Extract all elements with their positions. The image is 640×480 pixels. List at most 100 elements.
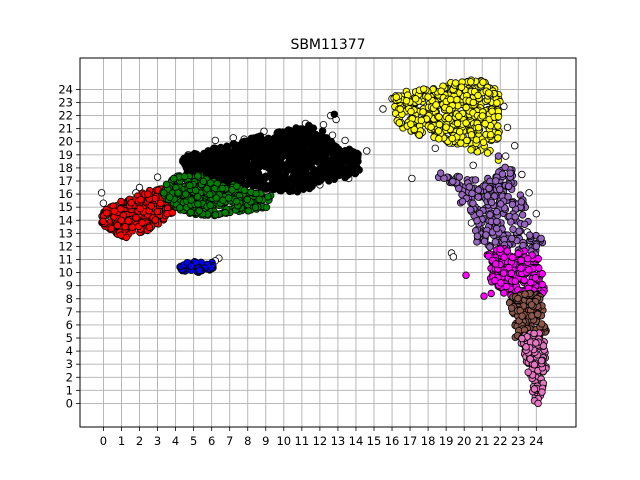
scatter-point-cluster-1 (318, 147, 326, 156)
scatter-point-cluster-7 (496, 245, 504, 253)
scatter-point-cluster-7 (487, 289, 495, 298)
x-tick-label: 10 (276, 434, 291, 448)
scatter-point-cluster-6 (437, 169, 445, 177)
x-tick-label: 5 (190, 434, 197, 448)
scatter-point-cluster-6 (458, 197, 467, 206)
scatter-point-cluster-3 (160, 189, 168, 197)
scatter-point-cluster-1 (302, 135, 310, 144)
scatter-point-cluster-3 (211, 211, 220, 219)
y-tick-label: 2 (66, 370, 73, 384)
scatter-point-cluster-1 (318, 131, 326, 140)
y-tick-label: 3 (66, 357, 73, 371)
scatter-point-cluster-6 (532, 242, 540, 250)
scatter-point-cluster-6 (493, 217, 501, 226)
scatter-point-cluster-1 (274, 131, 283, 140)
scatter-point-cluster-6 (455, 184, 463, 193)
y-tick-label: 0 (66, 396, 73, 410)
scatter-point-cluster-7 (525, 266, 533, 274)
scatter-point-cluster-1 (288, 175, 296, 184)
scatter-point-cluster-2 (136, 195, 145, 204)
scatter-point-cluster-5 (435, 135, 443, 143)
scatter-point-cluster-5 (392, 93, 400, 101)
y-tick-label: 7 (66, 305, 73, 319)
y-tick-label: 10 (58, 266, 73, 280)
scatter-point-cluster-5 (467, 78, 475, 86)
scatter-point-cluster-1 (258, 148, 266, 157)
scatter-point-cluster-0 (319, 120, 328, 129)
scatter-point-cluster-5 (412, 95, 420, 103)
scatter-point-cluster-3 (251, 203, 260, 211)
scatter-point-cluster-8 (527, 301, 536, 309)
scatter-point-cluster-2 (117, 216, 125, 224)
scatter-point-cluster-6 (521, 220, 529, 228)
x-tick-label: 3 (154, 434, 161, 448)
scatter-point-cluster-3 (174, 189, 182, 197)
scatter-point-cluster-2 (153, 207, 162, 216)
scatter-point-cluster-1 (278, 180, 286, 189)
y-tick-label: 1 (66, 383, 73, 397)
scatter-point-cluster-7 (508, 253, 517, 262)
x-tick-label: 11 (295, 434, 310, 448)
scatter-point-cluster-1 (234, 163, 242, 171)
scatter-point-cluster-1 (218, 171, 226, 180)
scatter-point-cluster-1 (226, 171, 234, 179)
scatter-point-cluster-6 (455, 173, 463, 181)
scatter-point-cluster-3 (193, 193, 202, 201)
scatter-point-cluster-1 (262, 160, 270, 169)
scatter-point-cluster-1 (206, 165, 215, 173)
scatter-point-cluster-8 (507, 304, 516, 312)
scatter-point-cluster-7 (531, 274, 539, 282)
scatter-point-cluster-1 (295, 154, 303, 162)
scatter-point-cluster-3 (176, 204, 184, 212)
x-tick-label: 0 (100, 434, 107, 448)
scatter-point-cluster-3 (181, 190, 190, 198)
scatter-point-cluster-1 (247, 178, 255, 186)
scatter-point-cluster-1 (330, 110, 338, 118)
scatter-point-cluster-3 (186, 208, 195, 216)
x-tick-label: 6 (208, 434, 215, 448)
data-points (97, 76, 550, 408)
scatter-point-cluster-5 (446, 95, 455, 104)
scatter-point-cluster-3 (194, 200, 202, 208)
scatter-point-cluster-2 (110, 207, 119, 215)
scatter-point-cluster-7 (497, 279, 505, 287)
scatter-point-cluster-7 (517, 256, 525, 264)
scatter-point-cluster-9 (530, 361, 539, 369)
scatter-point-cluster-3 (233, 182, 241, 190)
scatter-point-cluster-1 (327, 138, 336, 146)
scatter-point-cluster-6 (469, 199, 477, 207)
scatter-point-cluster-6 (517, 198, 526, 206)
y-tick-label: 4 (66, 344, 73, 358)
scatter-point-cluster-6 (449, 177, 457, 186)
scatter-point-cluster-2 (102, 209, 111, 217)
scatter-point-cluster-7 (538, 280, 546, 289)
scatter-point-cluster-3 (187, 196, 195, 204)
scatter-point-cluster-8 (534, 310, 542, 318)
scatter-point-cluster-6 (474, 186, 483, 194)
scatter-point-cluster-0 (449, 253, 458, 261)
scatter-point-cluster-5 (467, 146, 475, 154)
x-axis-ticks: 0 1 2 3 4 5 6 7 8 9 10 11 12 13 14 15 16 17 18 19 20 21 22 23 24 (100, 427, 544, 448)
scatter-point-cluster-3 (221, 208, 229, 217)
scatter-point-cluster-5 (474, 91, 482, 100)
scatter-point-cluster-9 (526, 355, 534, 363)
scatter-point-cluster-6 (482, 231, 490, 239)
scatter-point-cluster-1 (211, 144, 220, 153)
y-tick-label: 12 (58, 239, 73, 253)
x-tick-label: 16 (385, 434, 400, 448)
scatter-point-cluster-0 (363, 147, 371, 155)
scatter-point-cluster-0 (135, 183, 144, 192)
scatter-point-cluster-9 (530, 385, 539, 393)
x-tick-label: 12 (313, 434, 328, 448)
scatter-point-cluster-6 (474, 193, 482, 201)
scatter-point-cluster-7 (526, 278, 535, 287)
scatter-point-cluster-2 (145, 223, 154, 231)
scatter-point-cluster-1 (228, 148, 236, 157)
scatter-point-cluster-0 (518, 170, 526, 179)
scatter-point-cluster-6 (537, 234, 545, 243)
scatter-point-cluster-6 (468, 189, 476, 198)
chart-title: SBM11377 (290, 37, 365, 53)
scatter-point-cluster-2 (151, 216, 159, 224)
scatter-point-cluster-3 (165, 193, 174, 201)
scatter-point-cluster-1 (307, 159, 316, 167)
